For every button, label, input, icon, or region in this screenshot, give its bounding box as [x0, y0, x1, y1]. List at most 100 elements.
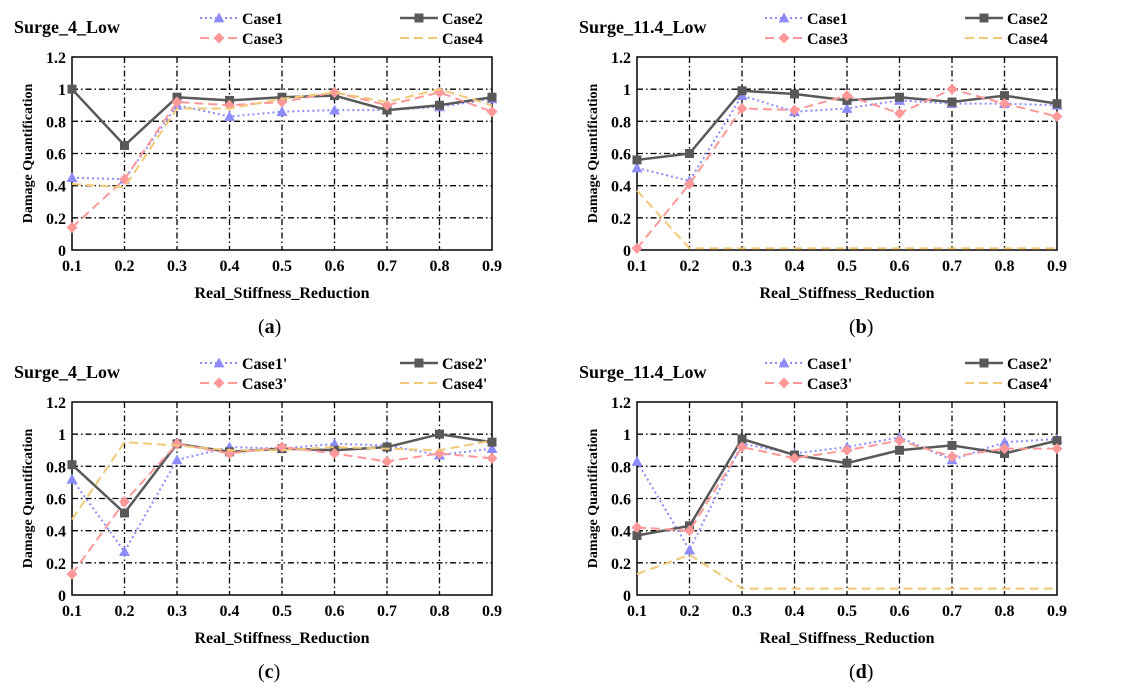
legend-marker: [213, 12, 225, 23]
legend-label: Case2': [442, 356, 487, 373]
data-point: [1000, 91, 1009, 101]
data-point: [894, 435, 905, 447]
y-tick-label: 1.2: [46, 395, 66, 412]
data-point: [329, 438, 340, 449]
series-line: [636, 553, 1057, 590]
gridlines: [637, 57, 1057, 250]
y-tick-label: 0.4: [46, 179, 66, 196]
data-point: [120, 140, 129, 150]
x-tick-label: 0.2: [680, 603, 700, 620]
data-point: [946, 83, 958, 95]
legend-label: Case1: [807, 11, 848, 28]
y-tick-label: 0: [58, 588, 66, 605]
chart-title: Surge_11.4_Low: [579, 17, 707, 37]
legend-label: Case4: [1007, 31, 1048, 48]
data-point: [1051, 111, 1063, 123]
y-tick-label: 1: [623, 82, 631, 99]
y-tick-label: 0.2: [46, 556, 66, 573]
data-point: [632, 155, 642, 165]
y-tick-label: 0.4: [611, 179, 631, 196]
y-tick-label: 0.4: [46, 524, 66, 541]
legend-marker: [414, 358, 424, 368]
plot-area-frame: [636, 401, 1058, 596]
x-tick-label: 0.7: [942, 603, 962, 620]
y-axis-label: Damage Quantification: [586, 428, 601, 568]
x-tick-label: 0.2: [680, 258, 700, 275]
data-point: [737, 86, 747, 96]
legend-label: Case4: [442, 31, 483, 48]
y-axis-label: Damage Quantification: [21, 428, 36, 568]
legend-label: Case1': [242, 356, 287, 373]
data-point: [736, 102, 748, 114]
y-tick-label: 0.6: [46, 492, 66, 509]
data-point: [329, 104, 340, 115]
legend-marker: [414, 13, 424, 23]
data-point: [119, 546, 130, 556]
x-tick-label: 0.3: [732, 258, 752, 275]
chart-panel-b: 0 0.2 0.4 0.6 0.8 1 1.2 0.1 0.2 0.3 0.4 0.5 0.6 0.7 0.…: [565, 0, 1130, 345]
chart-svg-b: 0 0.2 0.4 0.6 0.8 1 1.2 0.1 0.2 0.3 0.4 0.5 0.6 0.7 0.…: [579, 11, 1067, 302]
y-tick-label: 0: [58, 243, 66, 260]
chart-title: Surge_11.4_Low: [579, 362, 707, 382]
data-point: [895, 445, 904, 455]
chart-panel-c: 0 0.2 0.4 0.6 0.8 1 1.2 0.1 0.2 0.3 0.4 0.5 0.6 0.7 0.…: [0, 345, 565, 690]
series-4: [71, 88, 493, 189]
data-point: [999, 98, 1010, 110]
x-tick-label: 0.6: [325, 258, 345, 275]
y-tick-label: 0.2: [46, 211, 66, 228]
y-tick-label: 0.2: [611, 211, 631, 228]
series-line: [71, 88, 493, 189]
caption-a: (a): [258, 316, 282, 338]
chart-panel-d: 0 0.2 0.4 0.6 0.8 1 1.2 0.1 0.2 0.3 0.4 0.5 0.6 0.7 0.…: [565, 345, 1130, 690]
x-tick-label: 0.1: [627, 603, 647, 620]
x-tick-label: 0.8: [430, 603, 450, 620]
legend-marker: [979, 13, 989, 23]
legend-marker: [778, 32, 790, 44]
legend-label: Case3': [807, 376, 852, 393]
series-3: [66, 438, 498, 580]
y-tick-label: 0.6: [46, 147, 66, 164]
y-tick-label: 1.2: [611, 50, 631, 67]
data-point: [66, 473, 78, 484]
data-point: [1052, 436, 1062, 446]
gridlines: [72, 57, 492, 250]
x-tick-label: 0.9: [1047, 258, 1067, 275]
data-point: [842, 458, 852, 468]
data-point: [947, 97, 957, 107]
gridlines: [637, 402, 1057, 595]
y-axis-label: Damage Quantification: [586, 83, 601, 223]
data-point: [66, 172, 78, 183]
data-point: [487, 92, 497, 102]
legend-marker: [213, 32, 225, 44]
caption-b: (b): [849, 316, 874, 338]
x-tick-label: 0.5: [272, 258, 292, 275]
y-tick-label: 0.8: [611, 459, 631, 476]
legend-label: Case2': [1007, 356, 1052, 373]
data-point: [947, 440, 957, 450]
data-point: [841, 102, 853, 113]
legend-label: Case1: [242, 11, 283, 28]
caption-d: (d): [849, 661, 874, 683]
data-point: [486, 106, 498, 118]
y-tick-label: 1.2: [46, 50, 66, 67]
data-point: [486, 452, 498, 464]
data-point: [119, 496, 130, 508]
data-point: [632, 530, 642, 540]
plot-area-frame: [636, 56, 1058, 251]
y-tick-label: 0.8: [46, 114, 66, 131]
chart-title: Surge_4_Low: [14, 17, 120, 37]
data-point: [946, 451, 958, 463]
y-tick-label: 0.2: [611, 556, 631, 573]
data-point: [487, 437, 497, 447]
legend-label: Case3: [807, 31, 848, 48]
legend-marker: [778, 12, 790, 23]
x-tick-label: 0.8: [995, 603, 1015, 620]
x-axis-label: Real_Stiffness_Reduction: [194, 285, 369, 302]
chart-title: Surge_4_Low: [14, 362, 120, 382]
x-tick-label: 0.8: [430, 258, 450, 275]
data-point: [790, 89, 799, 99]
data-point: [224, 111, 235, 121]
legend-label: Case3: [242, 31, 283, 48]
x-tick-label: 0.6: [890, 258, 910, 275]
